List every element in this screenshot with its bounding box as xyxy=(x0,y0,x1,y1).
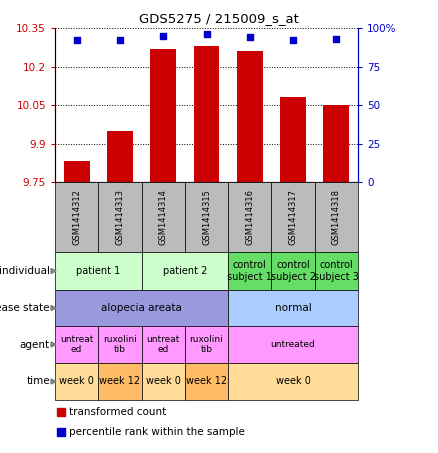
Text: normal: normal xyxy=(275,303,311,313)
Bar xyxy=(228,290,358,326)
Text: GSM1414312: GSM1414312 xyxy=(72,189,81,245)
Bar xyxy=(237,51,263,182)
Bar xyxy=(55,326,98,363)
Text: GSM1414318: GSM1414318 xyxy=(332,189,341,245)
Text: GSM1414316: GSM1414316 xyxy=(245,189,254,245)
Text: percentile rank within the sample: percentile rank within the sample xyxy=(69,427,245,437)
Bar xyxy=(185,326,228,363)
Bar xyxy=(55,290,228,326)
Bar xyxy=(280,97,306,182)
Bar xyxy=(57,428,65,436)
Point xyxy=(203,30,210,38)
Polygon shape xyxy=(51,379,56,384)
Text: control
subject 3: control subject 3 xyxy=(314,260,359,282)
Bar xyxy=(194,46,219,182)
Text: alopecia areata: alopecia areata xyxy=(101,303,182,313)
Text: patient 2: patient 2 xyxy=(162,266,207,276)
Text: GSM1414314: GSM1414314 xyxy=(159,189,168,245)
Text: control
subject 2: control subject 2 xyxy=(271,260,315,282)
Bar xyxy=(141,326,185,363)
Point xyxy=(290,37,297,44)
Bar xyxy=(107,130,133,182)
Polygon shape xyxy=(51,342,56,347)
Text: GDS5275 / 215009_s_at: GDS5275 / 215009_s_at xyxy=(139,12,299,25)
Text: transformed count: transformed count xyxy=(69,407,166,417)
Text: week 0: week 0 xyxy=(276,376,311,386)
Bar xyxy=(228,363,358,400)
Polygon shape xyxy=(51,269,56,274)
Text: control
subject 1: control subject 1 xyxy=(227,260,272,282)
Point xyxy=(160,32,167,39)
Text: agent: agent xyxy=(20,339,50,350)
Polygon shape xyxy=(51,305,56,310)
Text: week 12: week 12 xyxy=(186,376,227,386)
Text: GSM1414313: GSM1414313 xyxy=(116,189,124,245)
Bar xyxy=(150,48,176,182)
Bar xyxy=(315,182,358,252)
Bar xyxy=(64,161,90,182)
Point xyxy=(117,37,124,44)
Bar xyxy=(141,252,228,290)
Text: GSM1414317: GSM1414317 xyxy=(289,189,297,245)
Text: ruxolini
tib: ruxolini tib xyxy=(103,335,137,354)
Text: individual: individual xyxy=(0,266,50,276)
Text: untreated: untreated xyxy=(271,340,315,349)
Bar xyxy=(228,326,358,363)
Bar xyxy=(98,182,141,252)
Bar xyxy=(55,182,98,252)
Text: week 0: week 0 xyxy=(146,376,180,386)
Point xyxy=(333,35,340,43)
Bar xyxy=(141,363,185,400)
Bar xyxy=(185,363,228,400)
Text: untreat
ed: untreat ed xyxy=(147,335,180,354)
Text: untreat
ed: untreat ed xyxy=(60,335,93,354)
Bar xyxy=(272,182,315,252)
Bar xyxy=(55,252,141,290)
Bar xyxy=(185,182,228,252)
Text: week 12: week 12 xyxy=(99,376,141,386)
Point xyxy=(246,34,253,41)
Bar xyxy=(228,182,272,252)
Text: disease state: disease state xyxy=(0,303,50,313)
Text: ruxolini
tib: ruxolini tib xyxy=(190,335,223,354)
Bar xyxy=(98,326,141,363)
Bar xyxy=(323,105,350,182)
Text: patient 1: patient 1 xyxy=(76,266,120,276)
Bar xyxy=(315,252,358,290)
Bar xyxy=(228,252,272,290)
Text: week 0: week 0 xyxy=(59,376,94,386)
Bar xyxy=(57,408,65,416)
Bar xyxy=(272,252,315,290)
Text: time: time xyxy=(26,376,50,386)
Bar xyxy=(98,363,141,400)
Bar xyxy=(55,363,98,400)
Text: GSM1414315: GSM1414315 xyxy=(202,189,211,245)
Bar xyxy=(141,182,185,252)
Point xyxy=(73,37,80,44)
